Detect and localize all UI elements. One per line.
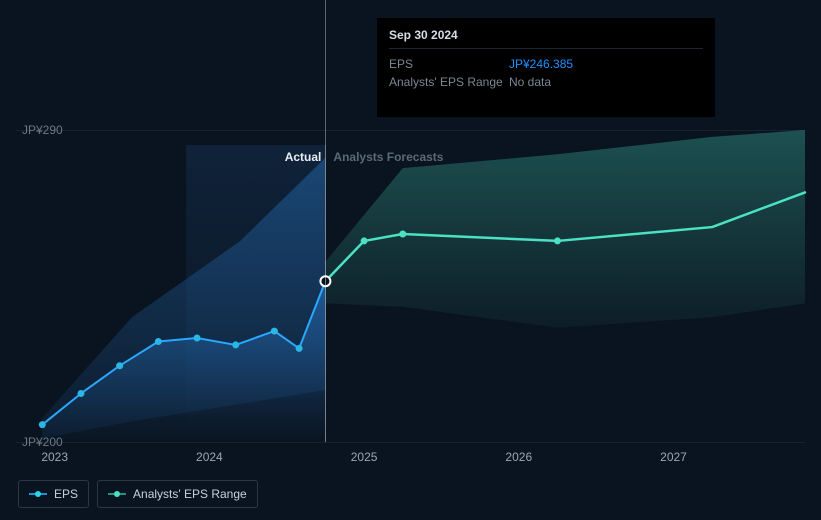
region-label-actual: Actual xyxy=(265,150,321,164)
tooltip-row: EPSJP¥246.385 xyxy=(389,55,703,73)
y-gridline xyxy=(16,130,805,131)
swatch-range xyxy=(108,491,126,497)
legend-label-eps: EPS xyxy=(54,487,78,501)
legend-item-range[interactable]: Analysts' EPS Range xyxy=(97,480,258,508)
crosshair-line xyxy=(325,0,326,442)
x-label: 2025 xyxy=(351,450,378,464)
x-label: 2026 xyxy=(505,450,532,464)
y-gridline xyxy=(16,442,805,443)
x-label: 2023 xyxy=(41,450,68,464)
legend: EPS Analysts' EPS Range xyxy=(18,480,258,508)
tooltip-row: Analysts' EPS RangeNo data xyxy=(389,73,703,91)
x-label: 2024 xyxy=(196,450,223,464)
y-label: JP¥290 xyxy=(22,123,63,137)
data-tooltip: Sep 30 2024 EPSJP¥246.385Analysts' EPS R… xyxy=(377,18,715,117)
tooltip-key: EPS xyxy=(389,57,509,71)
tooltip-date: Sep 30 2024 xyxy=(389,28,703,49)
x-label: 2027 xyxy=(660,450,687,464)
legend-label-range: Analysts' EPS Range xyxy=(133,487,247,501)
y-label: JP¥200 xyxy=(22,435,63,449)
tooltip-value: No data xyxy=(509,75,551,89)
eps-forecast-chart: JP¥200 JP¥290 2023 2024 2025 2026 2027 Actual… xyxy=(16,0,805,470)
legend-item-eps[interactable]: EPS xyxy=(18,480,89,508)
tooltip-value: JP¥246.385 xyxy=(509,57,573,71)
region-label-forecast: Analysts Forecasts xyxy=(333,150,443,164)
swatch-eps xyxy=(29,491,47,497)
tooltip-key: Analysts' EPS Range xyxy=(389,75,509,89)
